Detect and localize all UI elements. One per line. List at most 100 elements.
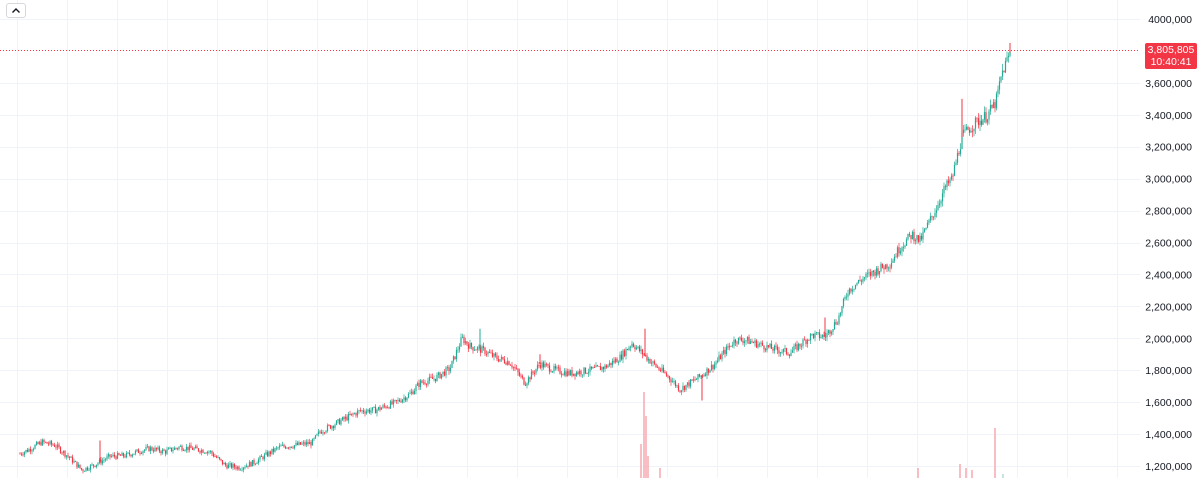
candle-body: [304, 442, 306, 445]
candle: [121, 451, 123, 456]
candle: [1007, 52, 1010, 63]
candle: [589, 363, 591, 376]
candle-body: [976, 117, 978, 119]
candle: [70, 455, 72, 458]
candle-body: [655, 363, 657, 367]
candle-body: [919, 235, 921, 242]
candle-body: [32, 448, 35, 451]
candle-body: [247, 465, 249, 467]
candle-body: [937, 205, 939, 211]
candle: [371, 407, 374, 414]
candle: [404, 396, 407, 403]
candle: [353, 412, 356, 415]
candle-body: [925, 227, 927, 230]
candle-body: [784, 348, 786, 350]
candle: [584, 367, 587, 375]
candle-body: [854, 284, 857, 289]
candle-body: [769, 343, 771, 347]
candle: [698, 373, 701, 378]
candle: [55, 444, 57, 451]
candle: [208, 450, 210, 455]
candle: [869, 268, 872, 280]
candle: [221, 460, 224, 466]
candle-body: [944, 186, 947, 188]
candle-body: [848, 288, 851, 295]
price-axis-tick-label: 1,600,000: [1145, 397, 1192, 409]
candle: [967, 125, 969, 131]
candle: [428, 373, 431, 384]
candle: [748, 334, 750, 345]
candle: [980, 114, 983, 127]
candle-body: [934, 212, 936, 217]
candle: [125, 450, 128, 459]
candle-body: [442, 371, 444, 374]
candle: [409, 389, 411, 395]
candle: [401, 398, 404, 404]
candle: [175, 447, 177, 450]
candle-body: [751, 341, 753, 343]
collapse-button[interactable]: [6, 3, 26, 18]
candle: [481, 344, 483, 353]
candle-body: [901, 247, 903, 252]
candle-body: [179, 445, 182, 447]
candle: [737, 337, 740, 345]
candle-body: [242, 467, 245, 470]
candle-body: [724, 350, 726, 355]
candle-body: [907, 233, 909, 240]
candle: [322, 429, 324, 436]
candle: [88, 467, 90, 472]
candle: [956, 148, 959, 165]
candle-body: [664, 372, 666, 374]
candle: [238, 465, 240, 471]
candle-body: [118, 453, 120, 455]
candle-body: [953, 164, 956, 176]
candle: [505, 361, 507, 366]
candle: [541, 360, 543, 372]
candle: [779, 351, 782, 357]
candle-body: [799, 343, 801, 347]
candle-body: [853, 288, 855, 290]
candle-body: [590, 366, 593, 369]
candle-body: [37, 442, 39, 445]
candle: [214, 453, 216, 458]
candle-body: [187, 446, 189, 451]
candle: [908, 231, 911, 238]
candle: [985, 107, 987, 124]
candle-body: [248, 461, 251, 467]
candle: [76, 461, 78, 469]
candle-body: [542, 362, 545, 368]
candle-body: [200, 449, 203, 453]
candle-body: [458, 346, 461, 350]
candle: [148, 445, 150, 452]
candle-body: [284, 446, 287, 449]
candle-body: [503, 359, 506, 363]
candle-body: [163, 449, 165, 451]
candle: [878, 271, 881, 278]
candle-body: [788, 354, 791, 356]
candle: [254, 463, 257, 466]
candle-body: [395, 400, 398, 401]
candle-body: [409, 393, 411, 394]
candle-body: [502, 356, 504, 360]
price-axis[interactable]: 1,200,000 1,400,000 1,600,000 1,800,000 2,00…: [1145, 14, 1192, 473]
candle-body: [487, 351, 489, 354]
candle-body: [607, 365, 609, 368]
candle-body: [139, 452, 141, 454]
candle-body: [280, 445, 282, 447]
volume-bar: [971, 470, 973, 478]
candle-body: [727, 346, 729, 348]
candle: [559, 365, 561, 375]
candle-body: [457, 349, 459, 351]
candle: [937, 200, 939, 211]
candle-body: [829, 330, 831, 334]
candle: [677, 382, 680, 392]
candle: [289, 446, 291, 451]
candle-body: [967, 127, 969, 130]
candle: [157, 445, 159, 451]
candle: [649, 358, 651, 364]
candle: [58, 442, 60, 449]
candle-body: [554, 366, 557, 369]
candle: [973, 128, 975, 137]
